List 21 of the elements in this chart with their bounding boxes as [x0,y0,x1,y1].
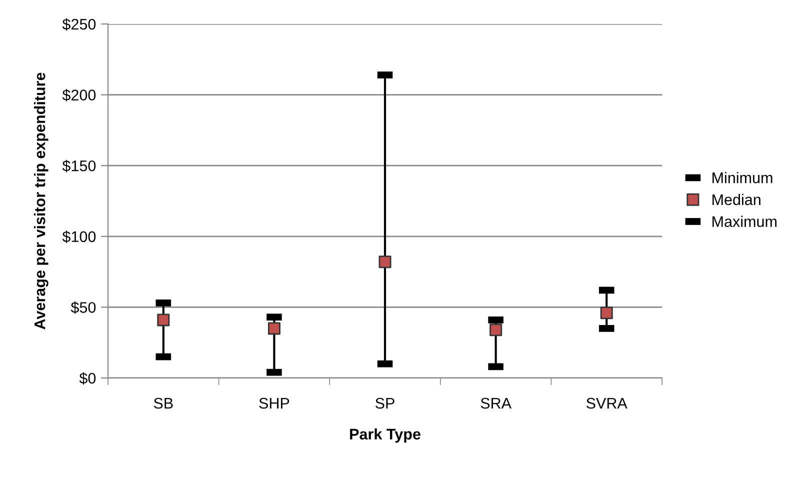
legend-label: Maximum [712,216,776,227]
x-tick-label: SVRA [586,398,628,409]
y-tick-label: $200 [62,89,96,102]
point [157,314,170,326]
x-tick-label: SRA [480,398,512,409]
legend-label: Minimum [712,172,772,184]
x-axis-title: Park Type [350,428,420,443]
x-tick-label: SB [154,398,173,409]
point [600,306,613,320]
y-tick-label: $50 [70,301,96,314]
y-tick-label: $100 [62,230,96,243]
y-tick-label: $150 [62,160,96,172]
point [268,322,280,335]
y-axis-title: Average per visitor trip expenditure [34,72,48,330]
point [490,324,502,336]
point [378,256,392,268]
x-tick-label: SHP [259,398,290,409]
y-tick-label: $250 [62,18,96,31]
x-tick-label: SP [376,398,394,409]
legend-label: Median [712,194,760,206]
y-tick-label: $0 [79,372,96,385]
